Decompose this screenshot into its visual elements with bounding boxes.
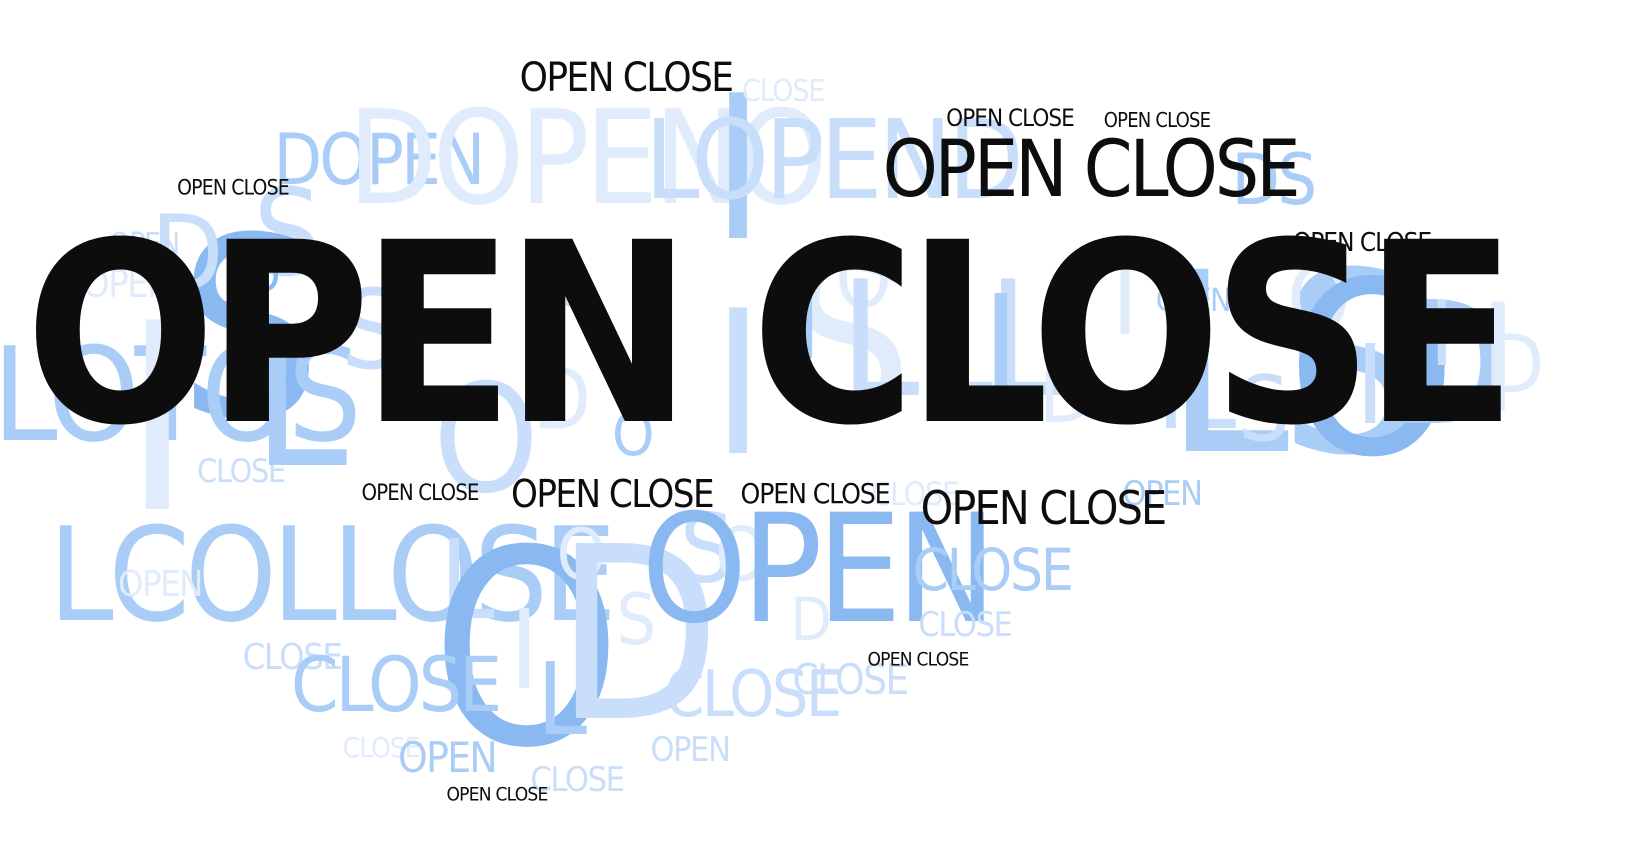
- word-open-close-lower-right: OPEN CLOSE: [920, 481, 1168, 535]
- word-close-bottom-left-2: CLOSE: [290, 640, 502, 729]
- word-slotos-left: SLOTOS: [0, 319, 362, 471]
- word-l-bottom: L: [536, 641, 587, 758]
- word-open-close-bottom-left: OPEN CLOSE: [446, 783, 548, 806]
- word-d-bottom: D: [554, 495, 721, 775]
- word-o-bottom-2: O: [556, 514, 607, 596]
- word-open-close-top-center: OPEN CLOSE: [519, 55, 734, 101]
- word-open-bottom-center: OPEN: [650, 730, 731, 770]
- word-close-bottom-left-1: CLOSE: [242, 637, 343, 678]
- word-i-right-3: I: [1355, 321, 1385, 449]
- word-l-left: L: [252, 289, 347, 510]
- word-d-bottom-2: D: [790, 585, 832, 655]
- word-i-center-2: I: [792, 256, 822, 384]
- word-close-left-1: CLOSE: [197, 452, 286, 490]
- word-d-small-left: D: [247, 248, 280, 304]
- word-close-right-faint: CLOSE: [871, 475, 960, 513]
- word-i-center-1: I: [711, 268, 764, 501]
- word-lopend-top: LOPEND: [644, 96, 1023, 224]
- word-lcollose-left: LCOLLOSE: [48, 499, 616, 651]
- word-i-bottom: I: [509, 586, 539, 714]
- word-open-bottom-left: OPEN: [398, 733, 498, 782]
- word-open-close-lower-mid: OPEN CLOSE: [740, 477, 891, 510]
- word-il-right: IL: [1156, 326, 1236, 454]
- word-close-bottom-right: CLOSE: [792, 655, 909, 704]
- word-open-close-far-right: OPEN CLOSE: [1292, 228, 1432, 258]
- word-close-top: CLOSE: [741, 74, 825, 109]
- word-d-top-left-1: D: [150, 193, 224, 316]
- word-open-left-1: OPEN: [109, 227, 180, 262]
- word-l-mid-bottom: L: [439, 516, 495, 644]
- word-open-close-upper-right: OPEN CLOSE: [882, 125, 1301, 215]
- word-close-right-bottom-2: CLOSE: [918, 605, 1013, 645]
- word-d-mid: D: [532, 350, 591, 450]
- word-i-right-2: I: [1111, 241, 1138, 358]
- word-o-small-mid: O: [611, 400, 654, 470]
- word-open-right-2: OPEN: [1122, 474, 1203, 514]
- word-i-far-right-2: I: [1478, 273, 1518, 447]
- word-ds-top-right: DS: [1231, 139, 1318, 221]
- word-s-large-left: S: [178, 184, 322, 475]
- word-close-bottom-small: CLOSE: [530, 760, 625, 800]
- word-open-bottom-big: OPEN: [641, 483, 997, 657]
- word-open-close-lower-center: OPEN CLOSE: [510, 472, 715, 516]
- word-s-mid-left: S: [340, 266, 404, 394]
- word-lll-center: LLL: [839, 246, 1067, 433]
- word-s-center: S: [786, 212, 913, 468]
- word-d-right-mid: D: [1038, 348, 1094, 441]
- word-open-close-bottom-mid: OPEN CLOSE: [867, 648, 969, 671]
- word-open-close-main: OPEN CLOSE: [24, 189, 1517, 480]
- word-open-close-top-left: OPEN CLOSE: [177, 175, 290, 200]
- word-d-far-right: D: [1387, 266, 1506, 464]
- word-close-bottom-center: CLOSE: [664, 658, 842, 732]
- word-d-far-right-2: D: [1488, 318, 1544, 411]
- word-i-left-big: I: [122, 269, 192, 571]
- word-o-right-big: O: [1286, 230, 1457, 510]
- word-i-far-right-1: I: [1429, 282, 1454, 387]
- word-open-mid-small: OPEN: [532, 283, 595, 313]
- word-o-center: O: [835, 233, 892, 326]
- word-s-right-small: S: [1238, 357, 1289, 462]
- word-open-close-lower-left: OPEN CLOSE: [361, 481, 479, 506]
- word-o-bottom-big: O: [430, 492, 622, 807]
- word-o-mid: O: [432, 353, 539, 527]
- word-dopen-top-left: DOPEN: [273, 119, 486, 201]
- word-close-bottom-left-3: CLOSE: [342, 731, 421, 764]
- word-i-right-1: I: [982, 266, 1019, 429]
- word-open-right-1: OPEN: [1155, 281, 1232, 319]
- word-o-right: O: [1286, 247, 1351, 352]
- word-open-left-2: OPEN: [82, 262, 173, 306]
- word-s-bottom: S: [616, 579, 656, 661]
- word-open-close-top-right-small-1: OPEN CLOSE: [946, 104, 1075, 132]
- word-open-left-bottom: OPEN: [118, 564, 203, 605]
- word-dopeno-top: DOPENO: [347, 82, 828, 234]
- word-s-top-left: S: [253, 165, 322, 304]
- word-o-bottom-3: O: [714, 510, 768, 599]
- word-s-bottom-2: S: [679, 494, 734, 605]
- word-open-close-top-right-small-2: OPEN CLOSE: [1103, 108, 1211, 132]
- word-ls-right: LS: [1163, 219, 1422, 510]
- word-i-top: I: [711, 53, 764, 286]
- word-close-right-bottom: CLOSE: [912, 536, 1073, 604]
